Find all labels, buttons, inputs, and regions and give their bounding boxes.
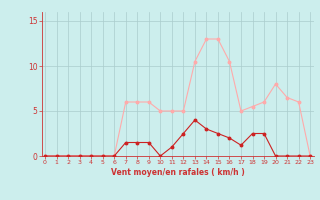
X-axis label: Vent moyen/en rafales ( km/h ): Vent moyen/en rafales ( km/h ) [111, 168, 244, 177]
